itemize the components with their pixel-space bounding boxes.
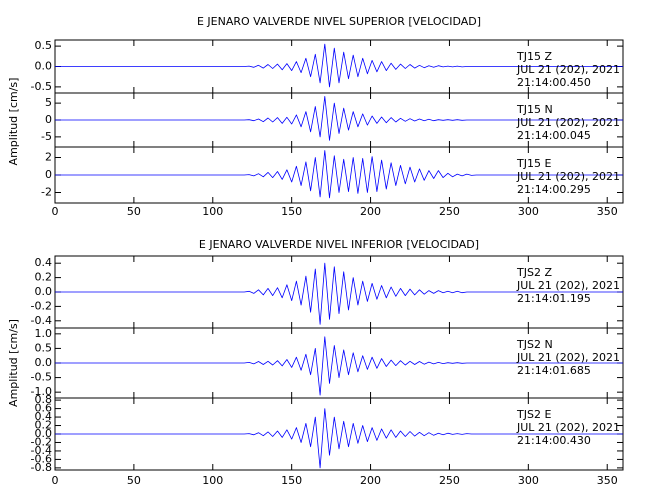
x-tick-label: 50 — [127, 474, 141, 487]
x-tick-label: 100 — [202, 474, 223, 487]
y-tick-label: -0.8 — [31, 461, 52, 474]
waveform — [55, 408, 623, 469]
y-tick-label: 0.4 — [35, 410, 53, 423]
station-annotation: TJ15 E — [516, 157, 551, 170]
station-annotation: TJS2 Z — [516, 266, 552, 279]
station-annotation: JUL 21 (202), 2021 — [516, 63, 620, 76]
station-annotation: TJS2 E — [516, 408, 551, 421]
y-tick-label: -0.2 — [31, 435, 52, 448]
x-tick-label: 200 — [360, 205, 381, 218]
y-tick-label: -0.6 — [31, 452, 52, 465]
station-annotation: TJS2 N — [516, 338, 553, 351]
y-tick-label: 0.2 — [35, 419, 53, 432]
x-tick-label: 50 — [127, 205, 141, 218]
y-tick-label: 1.0 — [35, 327, 53, 340]
x-tick-label: 300 — [518, 474, 539, 487]
waveform — [55, 336, 623, 396]
waveform — [55, 96, 623, 141]
x-tick-label: 0 — [52, 205, 59, 218]
station-annotation: 21:14:01.685 — [517, 364, 591, 377]
x-tick-label: 300 — [518, 205, 539, 218]
station-annotation: TJ15 N — [516, 103, 553, 116]
y-tick-label: 5 — [45, 96, 52, 109]
station-annotation: 21:14:00.045 — [517, 129, 591, 142]
y-tick-label: 0.5 — [35, 39, 53, 52]
y-tick-label: -0.4 — [31, 444, 52, 457]
y-tick-label: 2 — [45, 151, 52, 164]
y-tick-label: 0.0 — [35, 356, 53, 369]
station-annotation: 21:14:01.195 — [517, 292, 591, 305]
station-annotation: JUL 21 (202), 2021 — [516, 351, 620, 364]
station-annotation: JUL 21 (202), 2021 — [516, 170, 620, 183]
y-tick-label: -1.0 — [31, 385, 52, 398]
x-tick-label: 250 — [439, 205, 460, 218]
y-tick-label: -5 — [41, 130, 52, 143]
y-axis-label: Amplitud [cm/s] — [7, 319, 20, 407]
x-tick-label: 0 — [52, 474, 59, 487]
y-tick-label: 0.6 — [35, 402, 53, 415]
y-tick-label: -0.4 — [31, 314, 52, 327]
x-tick-label: 100 — [202, 205, 223, 218]
y-tick-label: 0.5 — [35, 341, 53, 354]
x-tick-label: 150 — [281, 205, 302, 218]
y-tick-label: 0 — [45, 113, 52, 126]
x-tick-label: 150 — [281, 474, 302, 487]
y-tick-label: -0.5 — [31, 80, 52, 93]
station-annotation: JUL 21 (202), 2021 — [516, 116, 620, 129]
y-tick-label: 0.8 — [35, 393, 53, 406]
chart-title: E JENARO VALVERDE NIVEL SUPERIOR [VELOCI… — [197, 15, 481, 28]
x-tick-label: 200 — [360, 474, 381, 487]
station-annotation: 21:14:00.450 — [517, 76, 591, 89]
y-tick-label: 0.0 — [35, 60, 53, 73]
station-annotation: 21:14:00.295 — [517, 183, 591, 196]
station-annotation: JUL 21 (202), 2021 — [516, 279, 620, 292]
y-tick-label: 0.2 — [35, 271, 53, 284]
waveform — [55, 150, 623, 199]
station-annotation: 21:14:00.430 — [517, 434, 591, 447]
station-annotation: TJ15 Z — [516, 50, 552, 63]
y-tick-label: 0.4 — [35, 256, 53, 269]
waveform — [55, 262, 623, 325]
y-tick-label: 0.0 — [35, 427, 53, 440]
y-tick-label: -2 — [41, 186, 52, 199]
x-tick-label: 250 — [439, 474, 460, 487]
y-tick-label: 0 — [45, 168, 52, 181]
y-tick-label: -0.5 — [31, 371, 52, 384]
waveform — [55, 43, 623, 88]
y-tick-label: -0.2 — [31, 299, 52, 312]
station-annotation: JUL 21 (202), 2021 — [516, 421, 620, 434]
x-tick-label: 350 — [597, 474, 618, 487]
x-tick-label: 350 — [597, 205, 618, 218]
chart-title: E JENARO VALVERDE NIVEL INFERIOR [VELOCI… — [199, 238, 479, 251]
y-axis-label: Amplitud [cm/s] — [7, 78, 20, 166]
y-tick-label: 0.0 — [35, 285, 53, 298]
